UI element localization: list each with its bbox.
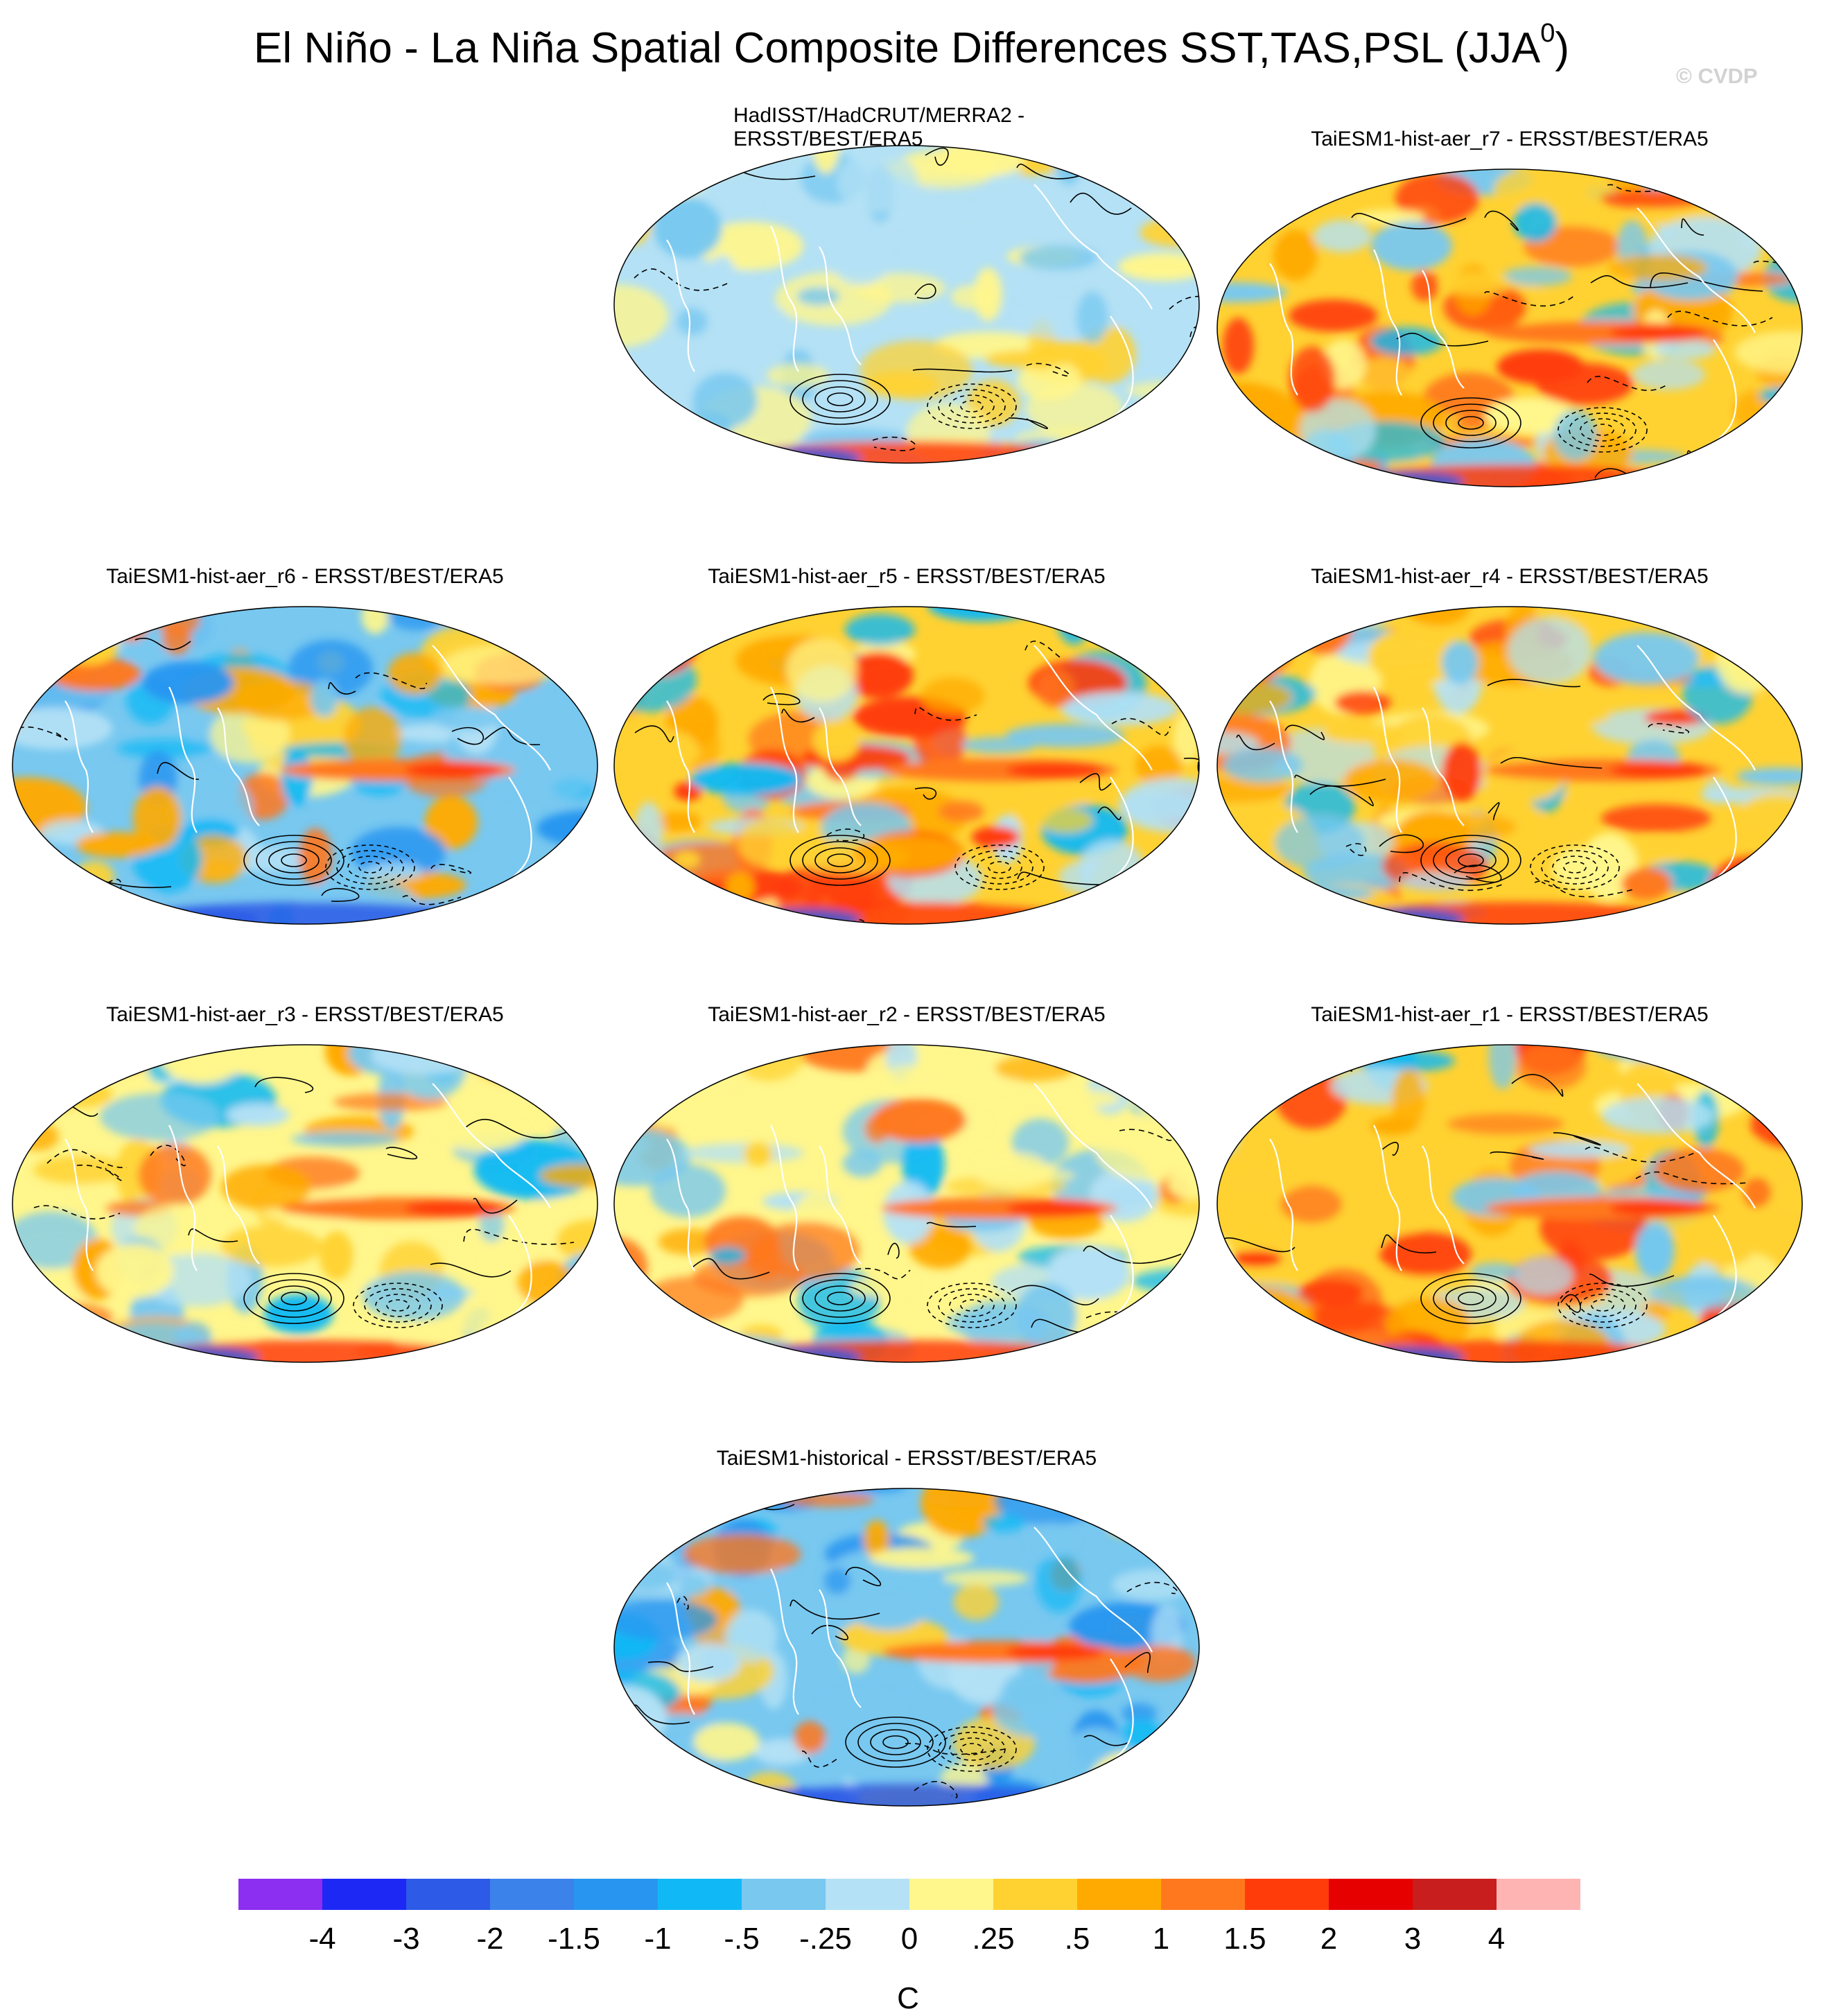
panel-r5: TaiESM1-hist-aer_r5 - ERSST/BEST/ERA5 [611, 565, 1202, 926]
panel-historical: TaiESM1-historical - ERSST/BEST/ERA5 [611, 1447, 1202, 1807]
panel-title: TaiESM1-historical - ERSST/BEST/ERA5 [716, 1447, 1097, 1470]
colorbar-tick-label: -2 [476, 1922, 504, 1956]
panel-title: TaiESM1-hist-aer_r6 - ERSST/BEST/ERA5 [106, 565, 504, 588]
colorbar-swatch [993, 1879, 1077, 1910]
cvdp-credit: © CVDP [1676, 64, 1758, 88]
world-map [613, 606, 1200, 925]
anomaly-field [1217, 169, 1802, 487]
colorbar-swatch [238, 1879, 322, 1910]
panel-obs: HadISST/HadCRUT/MERRA2 - ERSST/BEST/ERA5 [611, 104, 1202, 464]
panel-r1: TaiESM1-hist-aer_r1 - ERSST/BEST/ERA5 [1214, 1003, 1805, 1364]
panel-r4: TaiESM1-hist-aer_r4 - ERSST/BEST/ERA5 [1214, 565, 1805, 926]
colorbar-swatch [1161, 1879, 1245, 1910]
title-suffix: ) [1555, 24, 1569, 72]
colorbar-tick-label: 3 [1404, 1922, 1422, 1956]
panel-title: TaiESM1-hist-aer_r4 - ERSST/BEST/ERA5 [1311, 565, 1709, 588]
colorbar-swatch [406, 1879, 490, 1910]
panel-title: TaiESM1-hist-aer_r3 - ERSST/BEST/ERA5 [106, 1003, 504, 1026]
panel-r3: TaiESM1-hist-aer_r3 - ERSST/BEST/ERA5 [10, 1003, 600, 1364]
colorbar-tick-label: -.25 [799, 1922, 852, 1956]
colorbar-swatch [742, 1879, 826, 1910]
colorbar-swatch [909, 1879, 993, 1910]
panel-r2: TaiESM1-hist-aer_r2 - ERSST/BEST/ERA5 [611, 1003, 1202, 1364]
world-map [1216, 168, 1803, 487]
anomaly-field [614, 607, 1199, 924]
colorbar-tick-label: .25 [972, 1922, 1015, 1956]
title-main: El Niño - La Niña Spatial Composite Diff… [254, 24, 1541, 72]
panel-r6: TaiESM1-hist-aer_r6 - ERSST/BEST/ERA5 [10, 565, 600, 926]
colorbar-tick-label: -1.5 [548, 1922, 600, 1956]
world-map [1216, 1044, 1803, 1363]
figure-title: El Niño - La Niña Spatial Composite Diff… [0, 20, 1823, 73]
colorbar-swatch [1077, 1879, 1161, 1910]
panel-title: TaiESM1-hist-aer_r1 - ERSST/BEST/ERA5 [1311, 1003, 1709, 1026]
colorbar-tick-label: -.5 [724, 1922, 760, 1956]
colorbar-tick-label: 2 [1320, 1922, 1338, 1956]
colorbar-swatch [490, 1879, 574, 1910]
anomaly-field [12, 1045, 598, 1362]
colorbar-swatch [826, 1879, 909, 1910]
world-map [12, 606, 598, 925]
anomaly-field [614, 1488, 1199, 1806]
colorbar-tick-label: -1 [644, 1922, 672, 1956]
colorbar-swatch [658, 1879, 742, 1910]
world-map [12, 1044, 598, 1363]
colorbar-swatch [322, 1879, 406, 1910]
anomaly-field [1217, 607, 1802, 924]
panel-title: TaiESM1-hist-aer_r7 - ERSST/BEST/ERA5 [1311, 128, 1709, 150]
anomaly-field [614, 1045, 1199, 1362]
panel-title: HadISST/HadCRUT/MERRA2 - ERSST/BEST/ERA5 [611, 104, 1202, 151]
colorbar-tick-label: 1 [1152, 1922, 1170, 1956]
panel-title: TaiESM1-hist-aer_r2 - ERSST/BEST/ERA5 [708, 1003, 1106, 1026]
world-map [1216, 606, 1803, 925]
anomaly-field [12, 607, 598, 924]
panel-title-line1: HadISST/HadCRUT/MERRA2 - [733, 104, 1025, 127]
colorbar-swatch [1329, 1879, 1413, 1910]
colorbar-swatch [1245, 1879, 1329, 1910]
colorbar-swatch [574, 1879, 658, 1910]
anomaly-field [1217, 1045, 1802, 1362]
panel-r7: TaiESM1-hist-aer_r7 - ERSST/BEST/ERA5 [1214, 128, 1805, 488]
title-superscript: 0 [1540, 19, 1555, 48]
colorbar-swatch [1413, 1879, 1497, 1910]
world-map [613, 145, 1200, 464]
anomaly-field [614, 146, 1199, 463]
world-map [613, 1044, 1200, 1363]
world-map [613, 1488, 1200, 1807]
colorbar-tick-label: 4 [1488, 1922, 1506, 1956]
colorbar-tick-label: -4 [308, 1922, 336, 1956]
colorbar-unit: C [897, 1981, 919, 2015]
colorbar-tick-label: 1.5 [1223, 1922, 1266, 1956]
colorbar-tick-label: 0 [900, 1922, 918, 1956]
colorbar-tick-label: .5 [1064, 1922, 1090, 1956]
colorbar-tick-label: -3 [392, 1922, 420, 1956]
panel-title: TaiESM1-hist-aer_r5 - ERSST/BEST/ERA5 [708, 565, 1106, 588]
colorbar-swatch [1497, 1879, 1580, 1910]
